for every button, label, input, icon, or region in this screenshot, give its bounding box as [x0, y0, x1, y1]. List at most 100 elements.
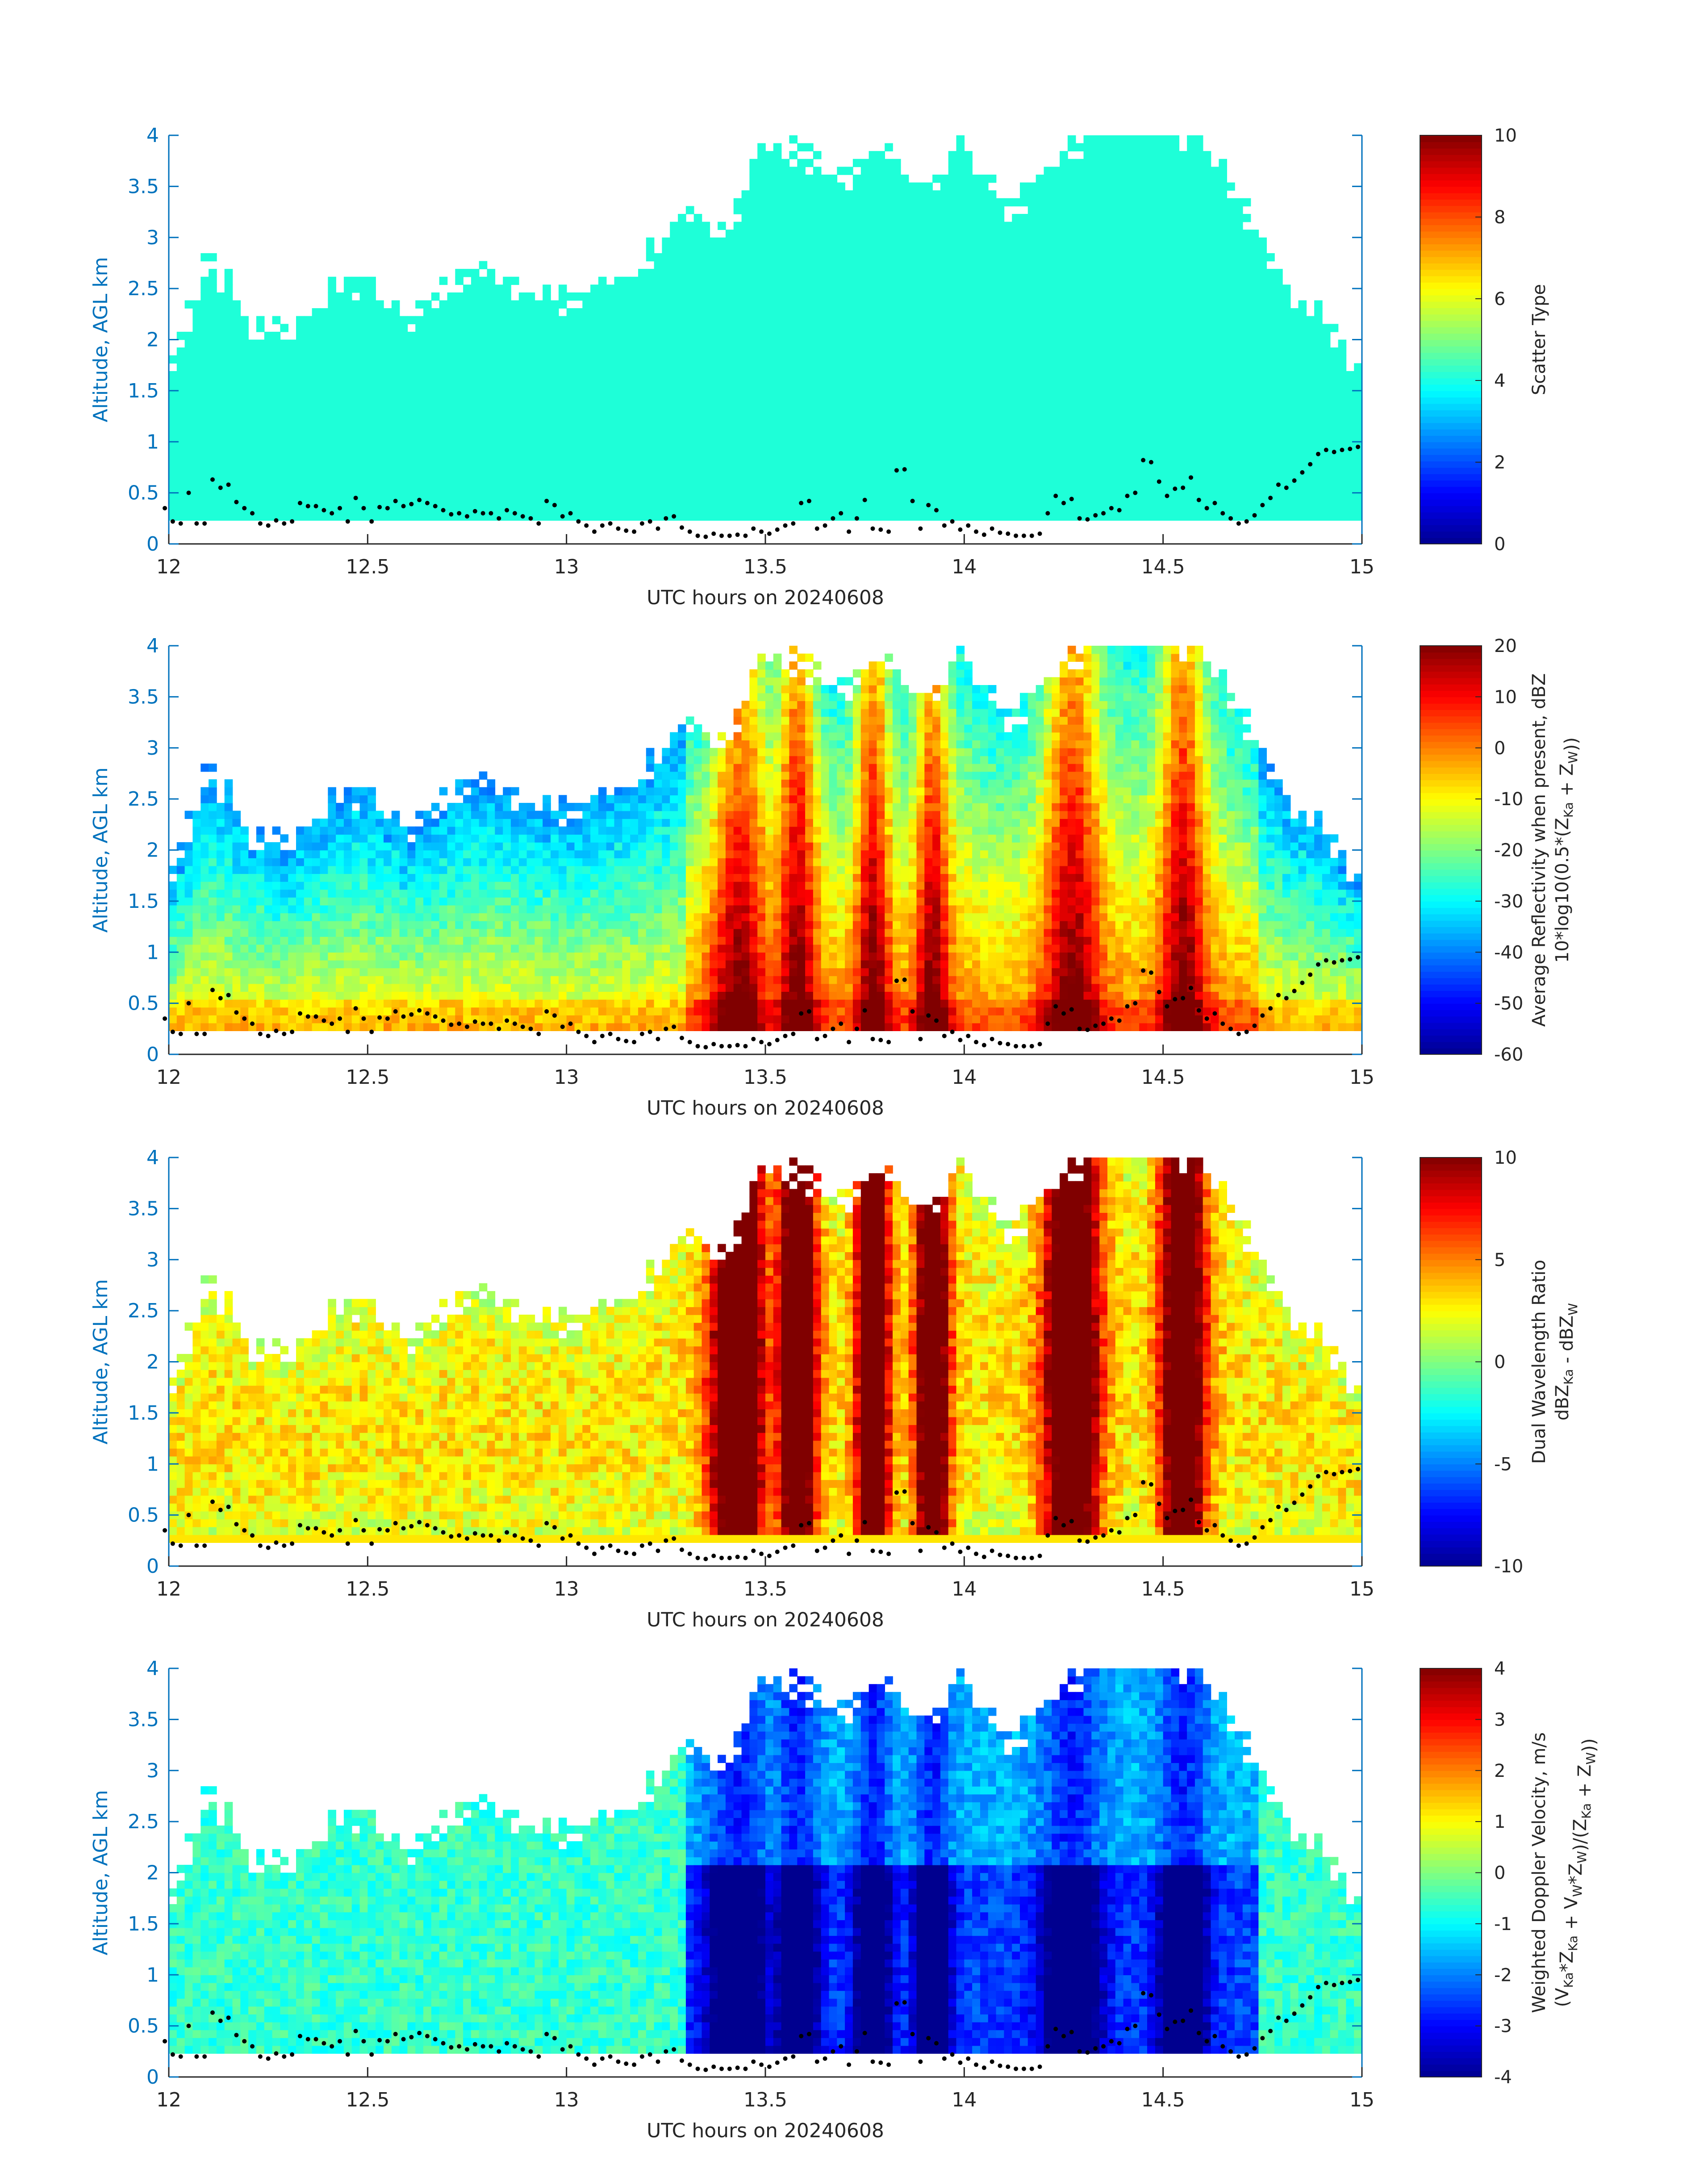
heatmap-cell — [789, 402, 798, 410]
heatmap-cell — [519, 340, 527, 348]
heatmap-cell — [964, 190, 973, 198]
heatmap-cell — [742, 379, 750, 387]
heatmap-cell — [1211, 190, 1219, 198]
heatmap-cell — [654, 434, 663, 442]
heatmap-cell — [519, 465, 527, 473]
heatmap-cell — [336, 363, 344, 371]
heatmap-cell — [948, 151, 957, 159]
heatmap-cell — [964, 324, 973, 332]
heatmap-cell — [304, 355, 313, 364]
heatmap-cell — [845, 269, 853, 277]
heatmap-cell — [837, 238, 845, 246]
heatmap-cell — [861, 245, 869, 253]
heatmap-cell — [622, 418, 631, 426]
heatmap-cell — [710, 284, 718, 292]
heatmap-cell — [1163, 159, 1172, 167]
heatmap-cell — [376, 363, 384, 371]
heatmap-cell — [1115, 214, 1124, 222]
heatmap-cell — [630, 363, 639, 371]
heatmap-cell — [527, 301, 535, 309]
heatmap-cell — [893, 513, 901, 521]
heatmap-cell — [575, 347, 583, 355]
heatmap-cell — [1020, 363, 1028, 371]
heatmap-cell — [654, 347, 663, 355]
heatmap-cell — [654, 363, 663, 371]
heatmap-cell — [1123, 395, 1132, 403]
heatmap-cell — [1203, 269, 1211, 277]
heatmap-cell — [272, 465, 281, 473]
heatmap-cell — [192, 410, 201, 418]
heatmap-cell — [853, 284, 861, 292]
heatmap-cell — [948, 269, 957, 277]
heatmap-cell — [1004, 395, 1012, 403]
heatmap-cell — [360, 284, 368, 292]
heatmap-cell — [678, 450, 686, 458]
heatmap-cell — [455, 489, 464, 497]
heatmap-cell — [940, 245, 949, 253]
heatmap-cell — [901, 473, 909, 481]
heatmap-cell — [1036, 379, 1044, 387]
heatmap-cell — [1179, 418, 1187, 426]
heatmap-cell — [805, 457, 814, 465]
heatmap-cell — [455, 418, 464, 426]
heatmap-cell — [909, 434, 917, 442]
heatmap-cell — [582, 371, 591, 379]
heatmap-cell — [686, 230, 694, 238]
heatmap-cell — [726, 418, 734, 426]
heatmap-cell — [710, 505, 718, 513]
heatmap-cell — [988, 457, 997, 465]
heatmap-cell — [662, 457, 670, 465]
heatmap-cell — [829, 450, 838, 458]
heatmap-cell — [765, 505, 774, 513]
heatmap-cell — [1131, 465, 1140, 473]
heatmap-cell — [479, 387, 488, 395]
heatmap-cell — [582, 481, 591, 489]
heatmap-cell — [749, 457, 758, 465]
heatmap-cell — [1068, 418, 1076, 426]
heatmap-cell — [773, 450, 782, 458]
heatmap-cell — [598, 332, 607, 340]
heatmap-cell — [1084, 261, 1092, 269]
heatmap-cell — [1107, 198, 1116, 206]
heatmap-cell — [749, 513, 758, 521]
heatmap-cell — [169, 442, 177, 450]
heatmap-cell — [400, 418, 408, 426]
heatmap-cell — [503, 324, 511, 332]
heatmap-cell — [829, 355, 838, 364]
heatmap-cell — [360, 497, 368, 505]
heatmap-cell — [1219, 206, 1227, 214]
heatmap-cell — [630, 402, 639, 410]
heatmap-cell — [200, 371, 209, 379]
heatmap-cell — [1107, 167, 1116, 175]
heatmap-cell — [1012, 355, 1020, 364]
heatmap-cell — [312, 316, 321, 324]
heatmap-cell — [1163, 261, 1172, 269]
heatmap-cell — [638, 418, 647, 426]
heatmap-cell — [757, 277, 766, 285]
heatmap-cell — [312, 465, 321, 473]
heatmap-cell — [638, 481, 647, 489]
heatmap-cell — [344, 363, 352, 371]
heatmap-cell — [1107, 340, 1116, 348]
heatmap-cell — [654, 387, 663, 395]
heatmap-cell — [225, 457, 233, 465]
heatmap-cell — [1012, 316, 1020, 324]
heatmap-cell — [447, 324, 456, 332]
heatmap-cell — [1211, 167, 1219, 175]
heatmap-cell — [940, 269, 949, 277]
heatmap-cell — [678, 379, 686, 387]
heatmap-cell — [901, 238, 909, 246]
heatmap-cell — [885, 261, 893, 269]
heatmap-cell — [885, 387, 893, 395]
heatmap-cell — [773, 426, 782, 434]
heatmap-cell — [742, 402, 750, 410]
heatmap-cell — [296, 465, 305, 473]
heatmap-cell — [726, 340, 734, 348]
heatmap-cell — [304, 395, 313, 403]
heatmap-cell — [1211, 481, 1219, 489]
heatmap-cell — [487, 442, 496, 450]
heatmap-cell — [726, 363, 734, 371]
heatmap-cell — [869, 426, 877, 434]
heatmap-cell — [1099, 245, 1108, 253]
heatmap-cell — [956, 292, 965, 301]
